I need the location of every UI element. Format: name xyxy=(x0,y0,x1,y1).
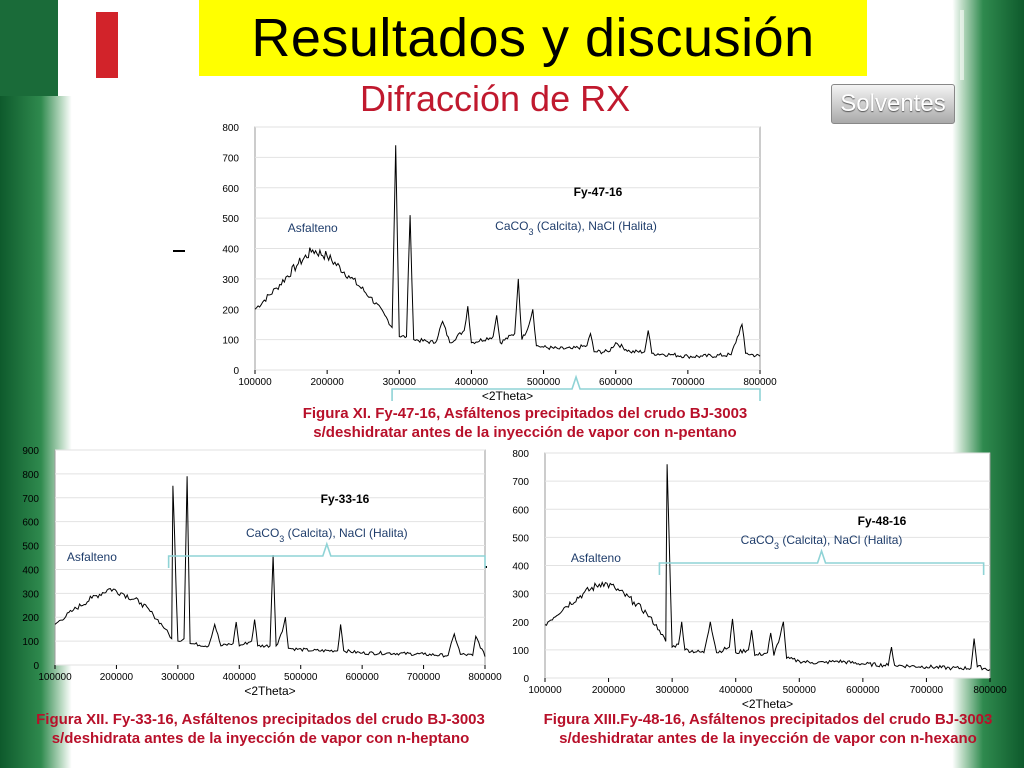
chart3-x-axis-label: <2Theta> xyxy=(742,697,793,711)
chart2-series-trace xyxy=(54,476,486,658)
chart3-x-tick-label: 800000 xyxy=(973,685,1007,696)
chart1-x-tick-label: 800000 xyxy=(743,377,777,388)
chart2-x-tick-label: 700000 xyxy=(407,672,441,683)
chart3-series-trace xyxy=(544,464,991,672)
figure-caption-3: Figura XIII.Fy-48-16, Asfáltenos precipi… xyxy=(512,710,1024,748)
caption-line: Figura XI. Fy-47-16, Asfáltenos precipit… xyxy=(302,405,748,422)
chart1-y-tick-label: 500 xyxy=(222,214,239,225)
caption-line: Figura XIII.Fy-48-16, Asfáltenos precipi… xyxy=(543,711,993,728)
chart1-y-tick-label: 0 xyxy=(233,366,239,377)
chart2-x-tick-label: 800000 xyxy=(468,672,502,683)
caption-line: s/deshidratar antes de la inyección de v… xyxy=(559,730,977,747)
chart1-y-tick-label: 200 xyxy=(222,305,239,316)
chart1-x-axis-label: <2Theta> xyxy=(482,389,533,403)
chart2-sample-label: Fy-33-16 xyxy=(321,492,370,506)
figure-caption-2: Figura XII. Fy-33-16, Asfáltenos precipi… xyxy=(8,710,513,748)
logo-white-band xyxy=(58,0,96,96)
logo-red-band xyxy=(96,12,118,78)
chart1-y-tick-label: 700 xyxy=(222,153,239,164)
chart1-series-trace xyxy=(254,145,761,360)
chart2-asfalteno-label: Asfalteno xyxy=(67,550,117,564)
chart1-sample-label: Fy-47-16 xyxy=(574,185,623,199)
chart3-x-tick-label: 600000 xyxy=(846,685,880,696)
chart3-y-tick-label: 500 xyxy=(512,533,529,544)
chart2-calcite-label: CaCO3 (Calcita), NaCl (Halita) xyxy=(246,526,408,544)
chart1-y-tick-label: 800 xyxy=(222,123,239,134)
chart3-calcite-label: CaCO3 (Calcita), NaCl (Halita) xyxy=(741,533,903,551)
chart2-x-tick-label: 500000 xyxy=(284,672,318,683)
chart3-x-tick-label: 200000 xyxy=(592,685,626,696)
chart2-y-tick-label: 200 xyxy=(22,613,39,624)
chart2-x-tick-label: 200000 xyxy=(100,672,134,683)
chart1-x-tick-label: 400000 xyxy=(455,377,489,388)
chart3-sample-label: Fy-48-16 xyxy=(858,514,907,528)
chart2-x-tick-label: 100000 xyxy=(38,672,72,683)
chart1-x-tick-label: 600000 xyxy=(599,377,633,388)
chart3-calcite-bracket xyxy=(658,548,985,575)
chart3-y-tick-label: 100 xyxy=(512,646,529,657)
chart3-y-tick-label: 700 xyxy=(512,477,529,488)
chart1-x-tick-label: 200000 xyxy=(310,377,344,388)
chart2-plot-area xyxy=(54,449,486,666)
chart3-asfalteno-label: Asfalteno xyxy=(571,551,621,565)
logo-stripes xyxy=(924,10,964,80)
chart1-x-tick-label: 700000 xyxy=(671,377,705,388)
chart3-y-tick-label: 800 xyxy=(512,449,529,460)
chart2-x-axis-label: <2Theta> xyxy=(244,684,295,698)
chart2-y-tick-label: 500 xyxy=(22,542,39,553)
caption-line: Figura XII. Fy-33-16, Asfáltenos precipi… xyxy=(36,711,485,728)
chart1-x-tick-label: 500000 xyxy=(527,377,561,388)
dash-mark xyxy=(173,250,185,252)
chart3-y-tick-label: 0 xyxy=(523,674,529,685)
chart1-calcite-label: CaCO3 (Calcita), NaCl (Halita) xyxy=(495,219,657,237)
chart1-y-tick-label: 300 xyxy=(222,275,239,286)
figure-caption-1: Figura XI. Fy-47-16, Asfáltenos precipit… xyxy=(230,404,820,442)
page-title: Resultados y discusión xyxy=(251,8,815,68)
section-subtitle: Difracción de RX xyxy=(360,78,631,119)
solventes-button[interactable]: Solventes xyxy=(831,84,955,124)
chart2-x-tick-label: 600000 xyxy=(345,672,379,683)
chart2-y-tick-label: 100 xyxy=(22,637,39,648)
chart1-x-tick-label: 100000 xyxy=(238,377,272,388)
chart3-x-tick-label: 100000 xyxy=(528,685,562,696)
chart2-y-tick-label: 900 xyxy=(22,446,39,457)
caption-line: s/deshidrata antes de la inyección de va… xyxy=(51,730,470,747)
chart2-y-tick-label: 300 xyxy=(22,589,39,600)
chart1-asfalteno-label: Asfalteno xyxy=(288,221,338,235)
chart2-x-tick-label: 400000 xyxy=(223,672,257,683)
chart2-calcite-bracket xyxy=(167,541,486,568)
chart3-x-tick-label: 400000 xyxy=(719,685,753,696)
chart2-x-tick-label: 300000 xyxy=(161,672,195,683)
chart2-y-tick-label: 600 xyxy=(22,518,39,529)
chart2-y-tick-label: 700 xyxy=(22,494,39,505)
chart3-x-tick-label: 500000 xyxy=(783,685,817,696)
chart1-y-tick-label: 100 xyxy=(222,336,239,347)
green-side-bar xyxy=(0,0,58,96)
chart1-calcite-bracket xyxy=(391,374,761,401)
chart3-x-tick-label: 700000 xyxy=(910,685,944,696)
chart3-y-tick-label: 200 xyxy=(512,618,529,629)
chart2-y-tick-label: 800 xyxy=(22,470,39,481)
chart1-y-tick-label: 600 xyxy=(222,184,239,195)
chart1-y-tick-label: 400 xyxy=(222,245,239,256)
chart3-y-tick-label: 600 xyxy=(512,505,529,516)
caption-line: s/deshidratar antes de la inyección de v… xyxy=(313,424,737,441)
chart3-y-tick-label: 300 xyxy=(512,590,529,601)
chart1-x-tick-label: 300000 xyxy=(383,377,417,388)
title-banner: Resultados y discusión xyxy=(199,0,867,76)
chart2-y-tick-label: 400 xyxy=(22,565,39,576)
chart3-y-tick-label: 400 xyxy=(512,562,529,573)
chart2-y-tick-label: 0 xyxy=(33,661,39,672)
chart3-x-tick-label: 300000 xyxy=(655,685,689,696)
